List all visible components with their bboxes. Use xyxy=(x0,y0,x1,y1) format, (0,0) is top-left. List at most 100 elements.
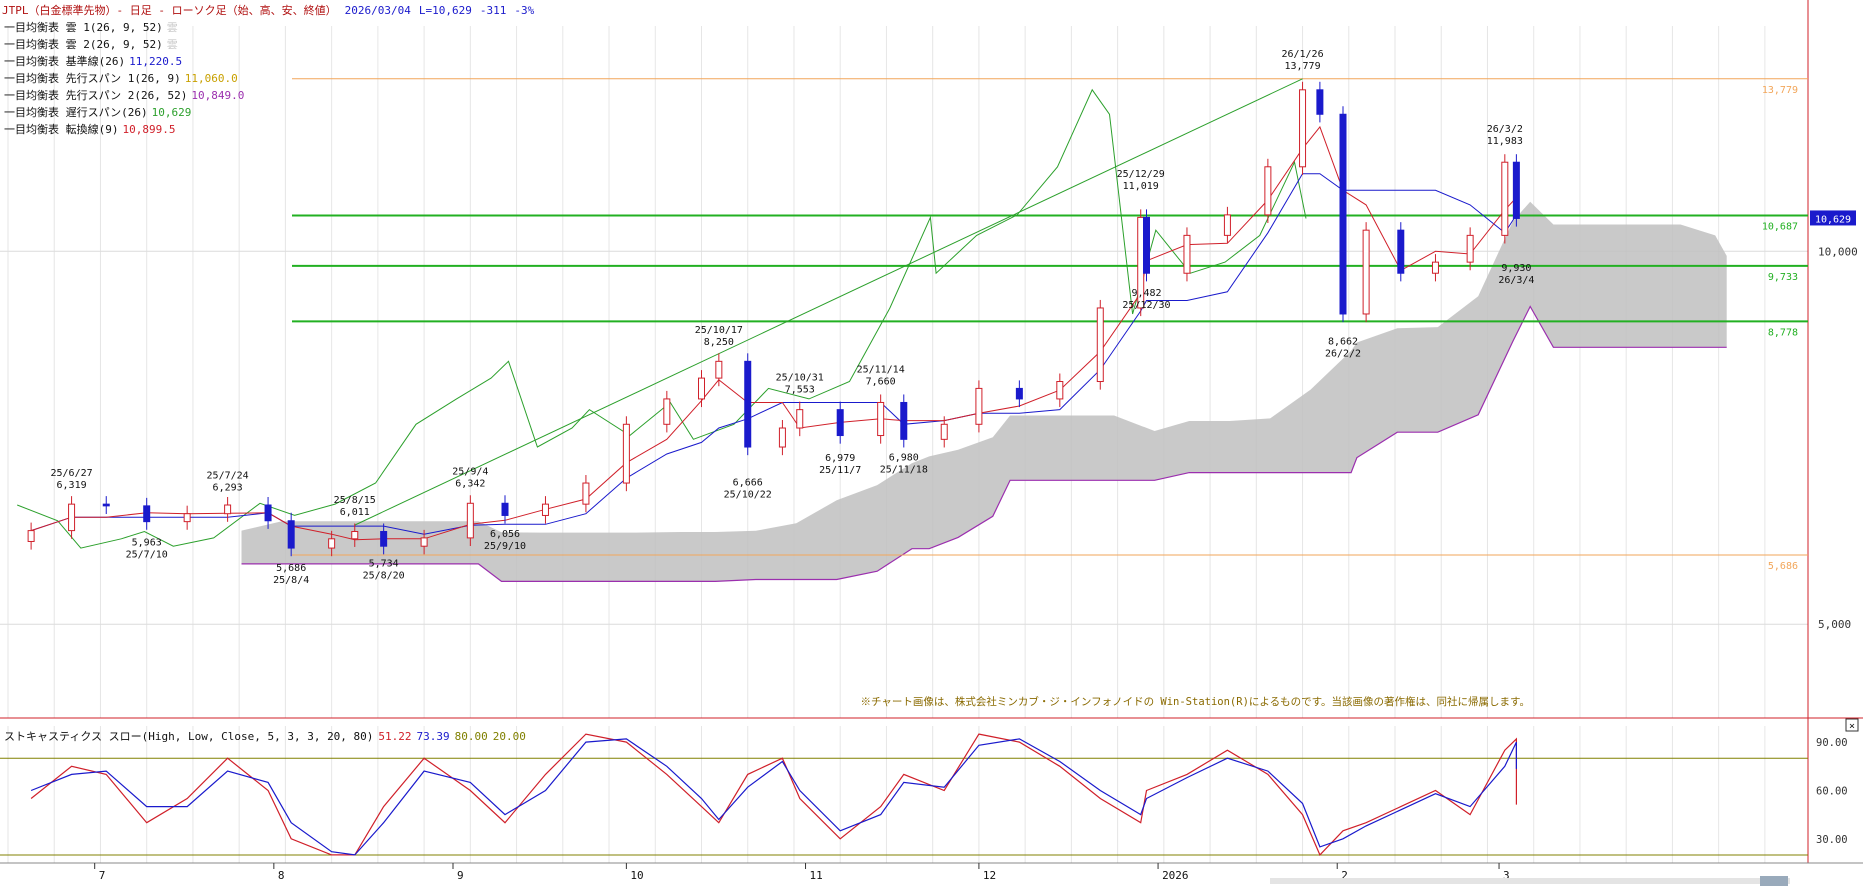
annotation-date: 25/9/10 xyxy=(484,541,526,552)
candle-down xyxy=(1339,113,1347,315)
candle-up xyxy=(1431,261,1439,274)
candle-down xyxy=(287,520,295,549)
candle-up xyxy=(183,513,191,523)
candle-up xyxy=(975,387,983,425)
month-label: 2026 xyxy=(1162,869,1189,882)
annotation-value: 7,660 xyxy=(866,377,896,388)
candle-up xyxy=(224,504,232,515)
indicator-legend-row: 一目均衡表 遅行スパン(26) 10,629 xyxy=(4,105,191,119)
candle-up xyxy=(1501,161,1509,236)
level-label: 13,779 xyxy=(1762,85,1798,96)
month-label: 3 xyxy=(1503,869,1510,882)
oscillator-tick-label: 30.00 xyxy=(1816,834,1848,846)
oscillator-legend-value: 51.22 xyxy=(378,730,411,743)
annotation-value: 8,250 xyxy=(704,337,734,348)
panel-close-button[interactable] xyxy=(1845,718,1859,732)
indicator-legend-row: 一目均衡表 雲 1(26, 9, 52) 雲 xyxy=(4,20,178,34)
annotation-date: 25/7/24 xyxy=(207,470,249,481)
ichimoku-cloud xyxy=(241,201,1727,582)
annotation-value: 6,293 xyxy=(213,482,243,493)
annotation-date: 25/11/18 xyxy=(880,465,928,476)
candle-up xyxy=(1096,307,1104,383)
annotation-date: 26/2/2 xyxy=(1325,349,1361,360)
y-tick-label: 5,000 xyxy=(1818,618,1851,631)
annotation-date: 25/12/29 xyxy=(1117,169,1165,180)
candle-up xyxy=(466,502,474,539)
legend-label: 一目均衡表 雲 2(26, 9, 52) xyxy=(4,37,163,51)
annotation-value: 9,482 xyxy=(1131,288,1161,299)
candle-up xyxy=(796,409,804,429)
annotation-value: 6,666 xyxy=(733,477,763,488)
oscillator-legend-value: 73.39 xyxy=(417,730,450,743)
current-price-box xyxy=(1810,210,1856,226)
oscillator-legend-value: 80.00 xyxy=(455,730,488,743)
candle-down xyxy=(744,360,752,448)
indicator-legend-row: 一目均衡表 先行スパン 2(26, 52) 10,849.0 xyxy=(4,88,244,102)
annotation-date: 25/7/10 xyxy=(126,549,168,560)
annotation-date: 25/8/4 xyxy=(273,575,309,586)
oscillator-tick-label: 90.00 xyxy=(1816,737,1848,749)
scrollbar-thumb[interactable] xyxy=(1760,876,1788,886)
month-label: 8 xyxy=(278,869,285,882)
annotation-date: 25/8/20 xyxy=(363,571,405,582)
annotation-value: 5,734 xyxy=(369,559,399,570)
legend-label: 一目均衡表 基準線(26) xyxy=(4,54,125,68)
candle-down xyxy=(1015,387,1023,400)
annotation-date: 25/6/27 xyxy=(50,468,92,479)
candlesticks xyxy=(27,81,1520,557)
legend-label: 一目均衡表 雲 1(26, 9, 52) xyxy=(4,20,163,34)
month-label: 7 xyxy=(99,869,106,882)
legend-value: 10,899.5 xyxy=(123,123,176,136)
candle-down xyxy=(264,504,272,522)
indicator-legend-row: 一目均衡表 先行スパン 1(26, 9) 11,060.0 xyxy=(4,71,238,85)
candle-up xyxy=(622,423,630,484)
month-label: 10 xyxy=(630,869,643,882)
cloud-area xyxy=(241,201,1727,582)
candle-up xyxy=(1466,234,1474,263)
annotation-value: 6,980 xyxy=(889,453,919,464)
annotation-date: 25/10/17 xyxy=(695,325,743,336)
level-label: 9,733 xyxy=(1768,272,1798,283)
annotation-date: 26/1/26 xyxy=(1281,49,1323,60)
horizontal-scrollbar[interactable] xyxy=(1270,878,1790,884)
current-price-label: 10,629 xyxy=(1815,214,1851,225)
oscillator-tick-label: 60.00 xyxy=(1816,785,1848,797)
oscillator-legend: ストキャスティクス スロー(High, Low, Close, 5, 3, 3,… xyxy=(4,730,526,743)
header-change: -311 xyxy=(480,4,507,17)
candle-down xyxy=(1512,161,1520,219)
annotation-value: 11,019 xyxy=(1123,181,1159,192)
candle-down xyxy=(900,401,908,440)
candle-down xyxy=(1397,229,1405,274)
annotation-date: 25/12/30 xyxy=(1122,300,1170,311)
candle-up xyxy=(940,423,948,440)
legend-label: 一目均衡表 先行スパン 2(26, 52) xyxy=(4,88,187,102)
month-label: 11 xyxy=(810,869,823,882)
annotation-value: 11,983 xyxy=(1487,136,1523,147)
annotation-value: 6,319 xyxy=(57,480,87,491)
annotation-date: 25/10/22 xyxy=(724,489,772,500)
chart-header: JTPL（白金標準先物）- 日足 - ローソク足（始、高、安、終値） 2026/0… xyxy=(2,3,535,17)
candle-up xyxy=(1264,166,1272,216)
candle-up xyxy=(328,538,336,549)
candle-down xyxy=(836,409,844,437)
annotation-value: 6,342 xyxy=(455,478,485,489)
annotation-value: 6,979 xyxy=(825,453,855,464)
close-icon[interactable]: × xyxy=(1849,721,1855,732)
chikou-span-line xyxy=(17,88,1307,549)
candle-down xyxy=(143,505,151,523)
header-last: L=10,629 xyxy=(419,4,472,17)
candle-down xyxy=(1316,89,1324,115)
annotation-value: 5,686 xyxy=(276,563,306,574)
trendline xyxy=(354,78,1303,526)
header-symbol: JTPL（白金標準先物）- 日足 - ローソク足（始、高、安、終値） xyxy=(2,3,337,17)
month-label: 12 xyxy=(983,869,996,882)
level-label: 5,686 xyxy=(1768,561,1798,572)
level-label: 10,687 xyxy=(1762,222,1798,233)
kijun-line xyxy=(30,173,1517,535)
candle-up xyxy=(778,427,786,448)
candle-up xyxy=(663,398,671,425)
month-label: 9 xyxy=(457,869,464,882)
